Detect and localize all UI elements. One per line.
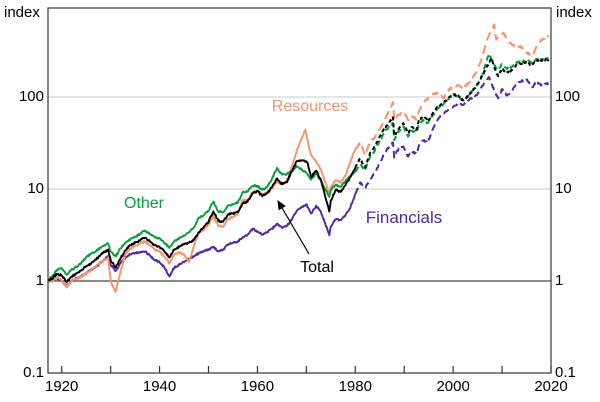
- x-tick-label-2000: 2000: [436, 378, 470, 395]
- total-annotation-arrow: [277, 199, 310, 255]
- x-tick-label-1960: 1960: [240, 378, 275, 395]
- x-tick-label-1920: 1920: [45, 378, 79, 395]
- series-line-financials-solid: [48, 193, 357, 288]
- series-label-total: Total: [300, 259, 334, 276]
- y-tick-label-left: 10: [27, 180, 44, 197]
- series-label-resources: Resources: [271, 98, 349, 115]
- series-line-financials-dashed: [354, 76, 550, 195]
- series-label-other: Other: [123, 195, 165, 212]
- y-tick-label-left: 0.1: [23, 364, 44, 381]
- series-line-resources-dashed: [354, 23, 550, 157]
- plot-frame: [47, 7, 552, 374]
- series-line-other-solid: [48, 165, 357, 283]
- y-tick-label-left: 100: [18, 88, 44, 105]
- x-tick-label-1980: 1980: [338, 378, 372, 395]
- y-axis-title-left: index: [4, 4, 40, 21]
- y-axis-title-right: index: [556, 4, 592, 21]
- y-tick-label-right: 1: [555, 272, 564, 289]
- series-line-resources-solid: [48, 128, 357, 293]
- y-tick-label-right: 100: [555, 88, 581, 105]
- series-line-total-dashed: [354, 57, 550, 169]
- x-tick-label-1940: 1940: [142, 378, 177, 395]
- y-tick-label-right: 10: [555, 180, 572, 197]
- x-tick-label-2020: 2020: [534, 378, 568, 395]
- series-line-total-solid: [48, 159, 357, 284]
- y-tick-label-right: 0.1: [555, 364, 576, 381]
- series-line-other-dashed: [354, 52, 550, 173]
- series-label-financials: Financials: [365, 208, 443, 227]
- y-tick-label-left: 1: [35, 272, 44, 289]
